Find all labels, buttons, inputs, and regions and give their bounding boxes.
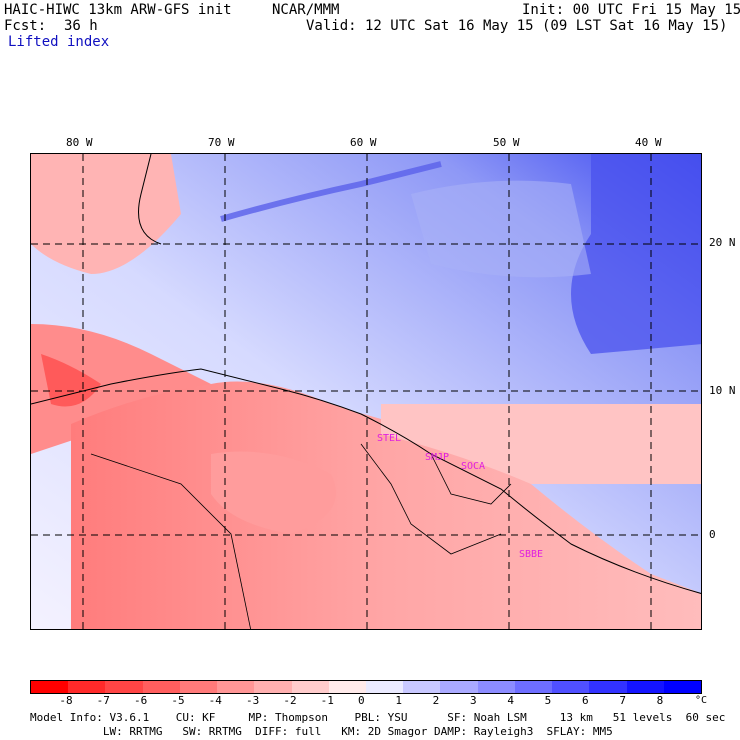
field-name: Lifted index bbox=[8, 34, 110, 50]
colorbar-tick-label: 6 bbox=[582, 694, 589, 707]
colorbar-swatch bbox=[291, 681, 329, 693]
lat-label-equator: 0 bbox=[709, 528, 716, 541]
interior-unstable-patch bbox=[211, 451, 336, 534]
colorbar-swatch bbox=[626, 681, 664, 693]
model-info-line1: Model Info: V3.6.1 CU: KF MP: Thompson P… bbox=[30, 711, 726, 724]
colorbar-tick-label: -2 bbox=[283, 694, 297, 707]
station-smjp: SMJP bbox=[425, 452, 450, 463]
colorbar-tick-label: -8 bbox=[59, 694, 73, 707]
colorbar-tick-label: 7 bbox=[619, 694, 626, 707]
colorbar-tick-label: 3 bbox=[470, 694, 477, 707]
colorbar-swatch bbox=[179, 681, 218, 693]
colorbar-tick-label: -5 bbox=[171, 694, 185, 707]
lon-label-50w: 50 W bbox=[493, 136, 520, 149]
colorbar-swatch bbox=[477, 681, 515, 693]
colorbar-swatch bbox=[68, 681, 106, 693]
valid-time: Valid: 12 UTC Sat 16 May 15 (09 LST Sat … bbox=[306, 18, 728, 34]
graticule bbox=[31, 154, 701, 629]
border-line bbox=[90, 453, 251, 629]
colorbar-swatch bbox=[552, 681, 590, 693]
colorbar-swatch bbox=[105, 681, 143, 693]
lifted-index-map: STEL SMJP SOCA SBBE bbox=[30, 153, 702, 630]
colorbar-swatch bbox=[440, 681, 478, 693]
station-soca: SOCA bbox=[461, 461, 486, 472]
south-america-land bbox=[71, 381, 701, 629]
colorbar-swatch bbox=[514, 681, 553, 693]
colorbar-tick-label: 4 bbox=[507, 694, 514, 707]
border-line bbox=[360, 443, 502, 555]
colorbar-swatch bbox=[365, 681, 404, 693]
colorbar-tick-label: 1 bbox=[395, 694, 402, 707]
model-info-line2: LW: RRTMG SW: RRTMG DIFF: full KM: 2D Sm… bbox=[30, 725, 613, 738]
core-unstable-patch bbox=[41, 354, 101, 407]
colorbar-swatch bbox=[589, 681, 627, 693]
atlantic-itcz-band bbox=[381, 404, 701, 484]
colorbar-swatch bbox=[142, 681, 180, 693]
colorbar-tick-label: -3 bbox=[246, 694, 260, 707]
station-stel: STEL bbox=[377, 433, 402, 444]
lat-label-10n: 10 N bbox=[709, 384, 736, 397]
stable-streak bbox=[220, 161, 442, 222]
colorbar bbox=[30, 680, 702, 694]
map-canvas bbox=[31, 154, 701, 629]
stable-band bbox=[411, 180, 591, 278]
colorbar-swatch bbox=[217, 681, 255, 693]
colorbar-swatch bbox=[403, 681, 441, 693]
station-sbbe: SBBE bbox=[519, 549, 544, 560]
lon-label-60w: 60 W bbox=[350, 136, 377, 149]
colorbar-tick-label: 2 bbox=[432, 694, 440, 707]
init-time: Init: 00 UTC Fri 15 May 15 bbox=[522, 2, 740, 18]
fcst-value: 36 h bbox=[64, 18, 98, 34]
lon-label-40w: 40 W bbox=[635, 136, 662, 149]
colorbar-swatch bbox=[663, 681, 701, 693]
colorbar-tick-label: -6 bbox=[134, 694, 148, 707]
colorbar-tick-label: 0 bbox=[358, 694, 365, 707]
colorbar-swatch bbox=[254, 681, 292, 693]
lon-label-80w: 80 W bbox=[66, 136, 93, 149]
colorbar-unit: °C bbox=[695, 695, 708, 706]
fcst-label: Fcst: bbox=[4, 18, 47, 34]
central-america-unstable bbox=[31, 324, 211, 454]
lon-label-70w: 70 W bbox=[208, 136, 235, 149]
coastline bbox=[31, 368, 701, 594]
colorbar-swatch bbox=[31, 681, 69, 693]
colorbar-swatch bbox=[328, 681, 366, 693]
border-line bbox=[430, 453, 512, 505]
stable-region-ne bbox=[571, 154, 701, 354]
colorbar-tick-label: -4 bbox=[208, 694, 222, 707]
colorbar-tick-label: -1 bbox=[320, 694, 334, 707]
colorbar-tick-label: 5 bbox=[544, 694, 552, 707]
island-coast bbox=[138, 154, 162, 245]
org-label: NCAR/MMM bbox=[272, 2, 340, 18]
model-title: HAIC-HIWC 13km ARW-GFS init bbox=[4, 2, 232, 18]
colorbar-tick-label: -7 bbox=[96, 694, 110, 707]
colorbar-tick-label: 8 bbox=[656, 694, 664, 707]
lat-label-20n: 20 N bbox=[709, 236, 736, 249]
